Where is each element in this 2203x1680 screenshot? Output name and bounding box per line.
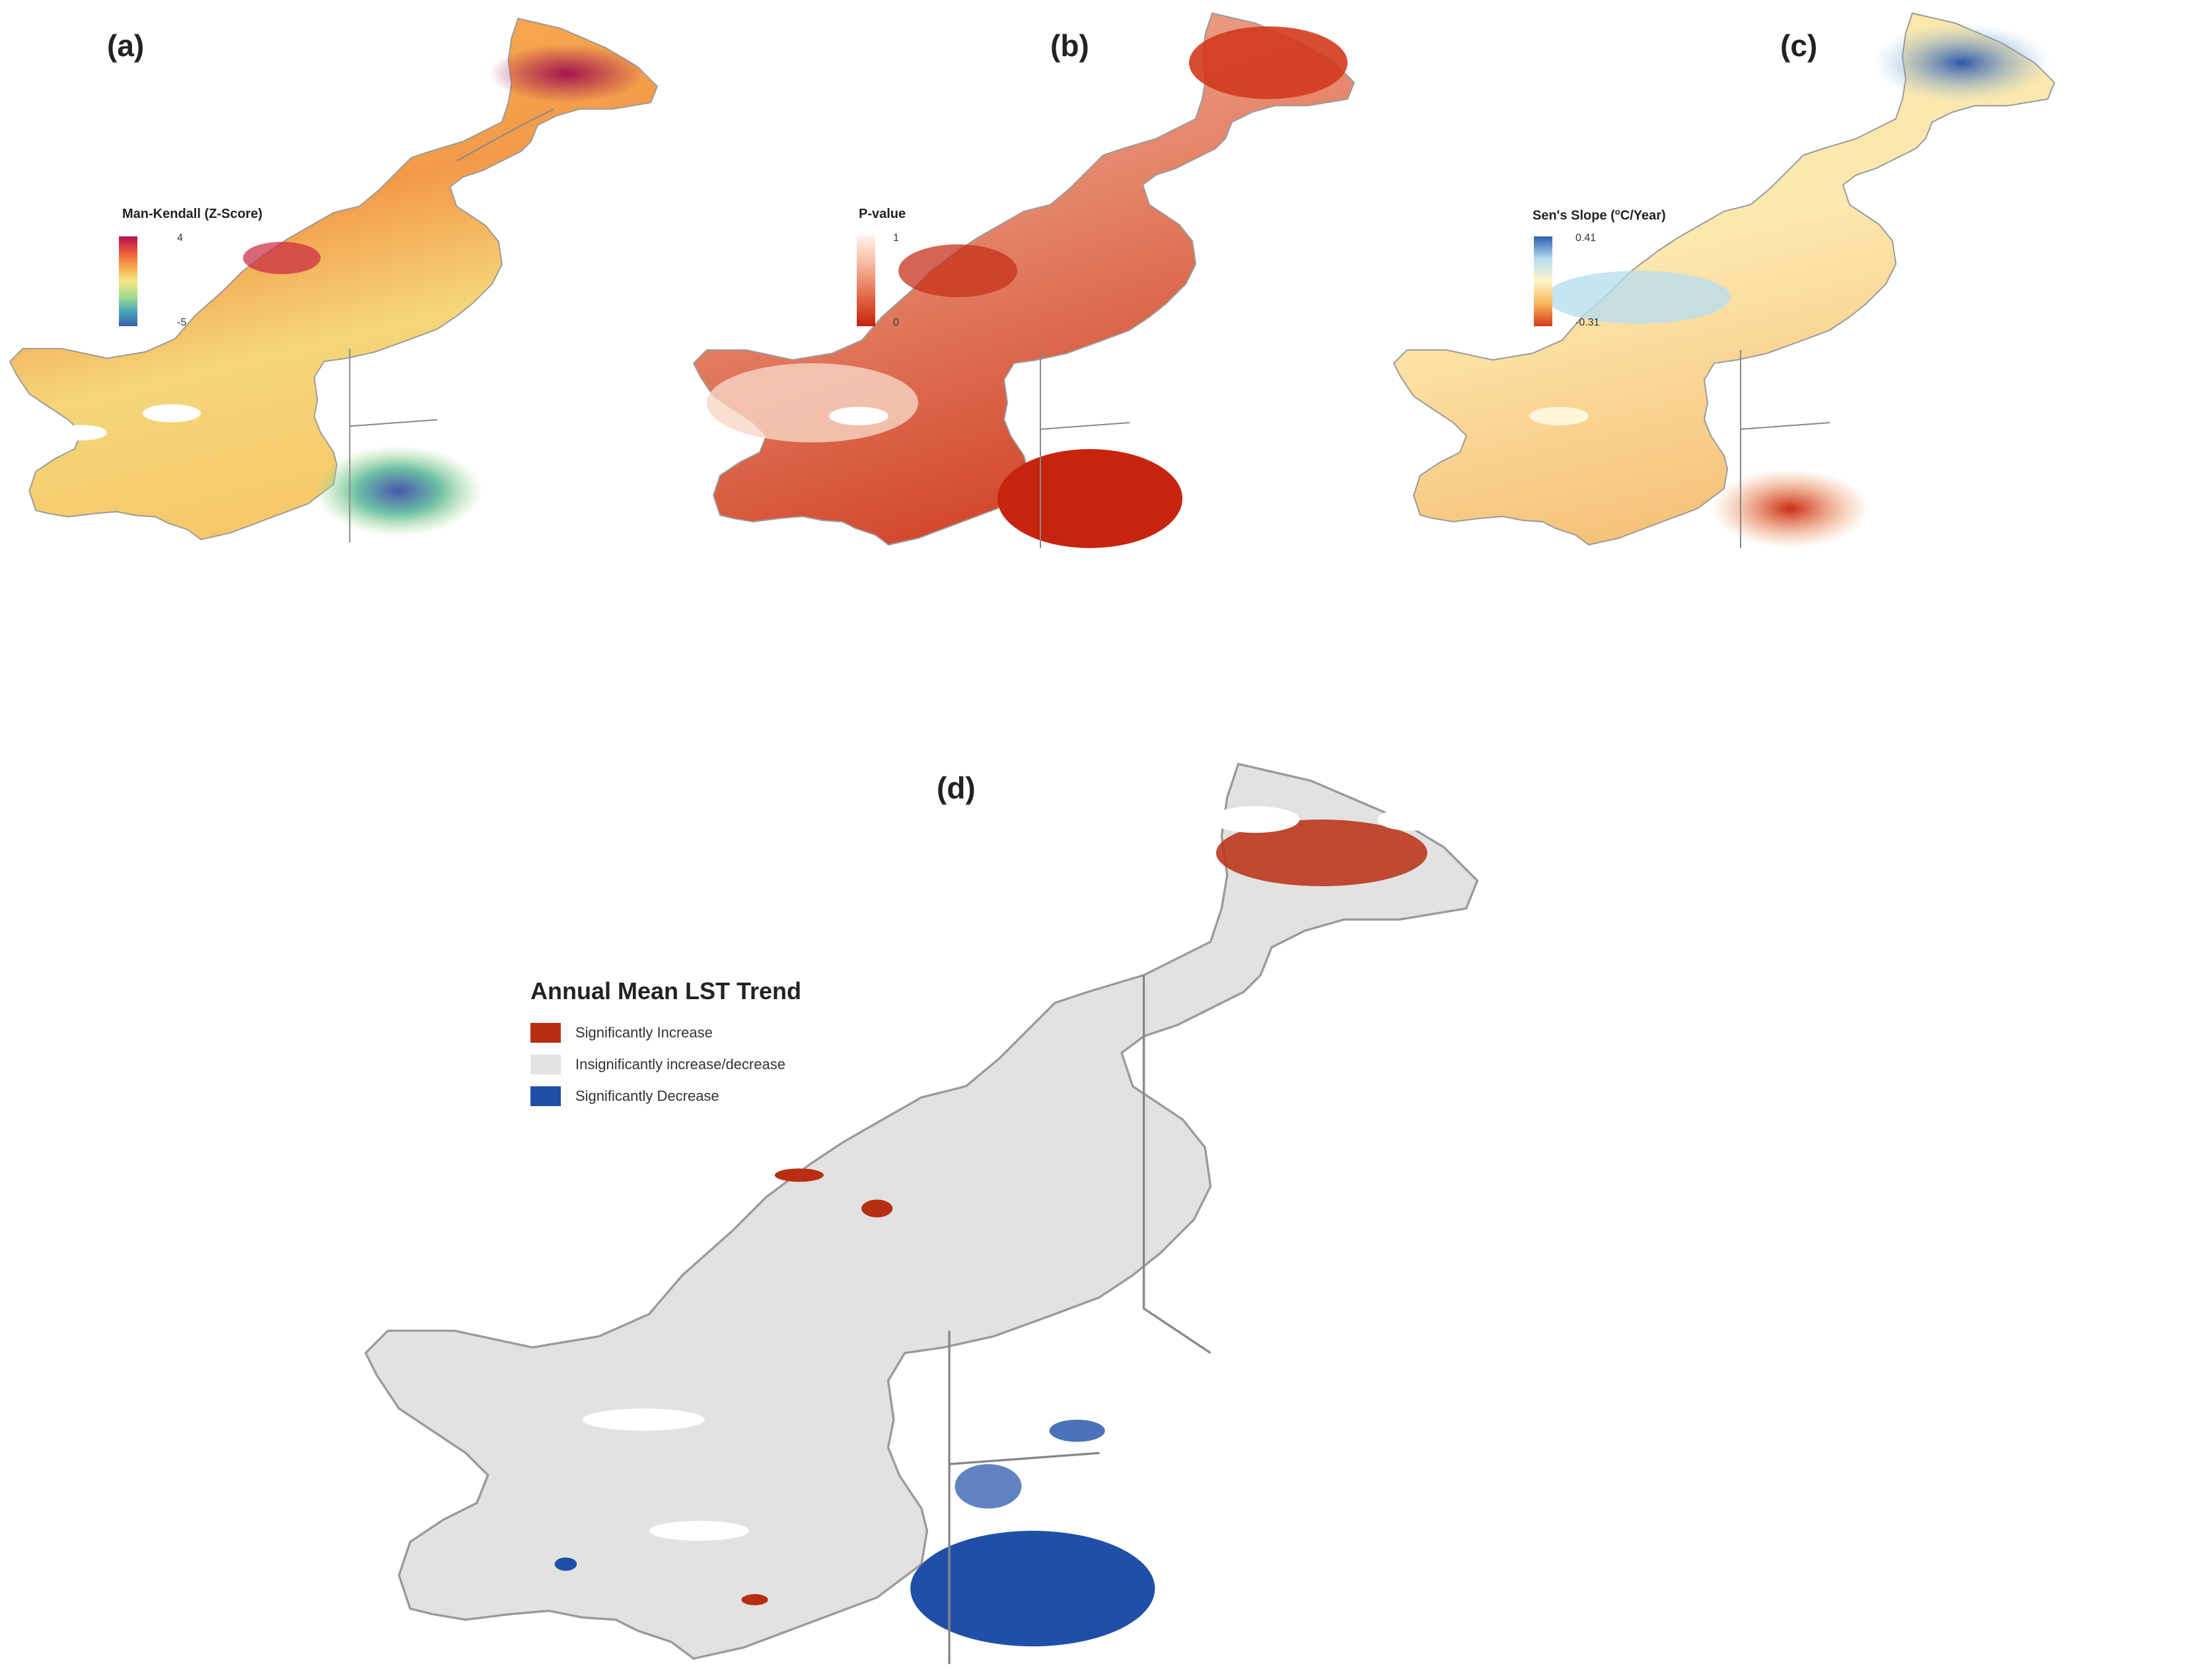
panel-d-label: (d) (937, 771, 976, 805)
sens-slope-min-label: -0.31 (1575, 317, 1600, 328)
pvalue-legend-title: P-value (859, 207, 906, 221)
pvalue-max-label: 1 (893, 232, 899, 244)
panel-a-label: (a) (107, 28, 145, 63)
sens-slope-legend-title: Sen's Slope (oC/Year) (1533, 207, 1666, 223)
legend-item-significant-increase: Significantly Increase (530, 1017, 801, 1049)
legend-item-insignificant: Insignificantly increase/decrease (530, 1049, 801, 1080)
map-panel-d (364, 763, 1479, 1664)
sens-slope-max-label: 0.41 (1575, 232, 1597, 244)
legend-label-increase: Significantly Increase (575, 1024, 713, 1041)
map-panel-c (1393, 13, 2055, 548)
legend-swatch-decrease (530, 1086, 561, 1106)
trend-legend-title: Annual Mean LST Trend (530, 977, 802, 1004)
zscore-min-label: -5 (177, 317, 187, 328)
legend-swatch-insignificant (530, 1055, 561, 1074)
zscore-legend-title: Man-Kendall (Z-Score) (122, 207, 263, 221)
pvalue-min-label: 0 (893, 317, 899, 328)
legend-swatch-increase (530, 1023, 561, 1043)
legend-item-significant-decrease: Significantly Decrease (530, 1080, 801, 1112)
trend-legend: Annual Mean LST Trend Significantly Incr… (530, 977, 801, 1112)
panel-b-label: (b) (1050, 28, 1089, 63)
sens-slope-colorbar (1534, 236, 1552, 326)
pvalue-colorbar (857, 236, 875, 326)
legend-label-decrease: Significantly Decrease (575, 1088, 719, 1104)
panel-c-label: (c) (1780, 28, 1818, 63)
legend-label-insignificant: Insignificantly increase/decrease (575, 1056, 785, 1072)
zscore-max-label: 4 (177, 232, 183, 244)
map-panel-b (693, 13, 1355, 548)
map-panel-a (9, 18, 658, 543)
zscore-colorbar (119, 236, 137, 326)
